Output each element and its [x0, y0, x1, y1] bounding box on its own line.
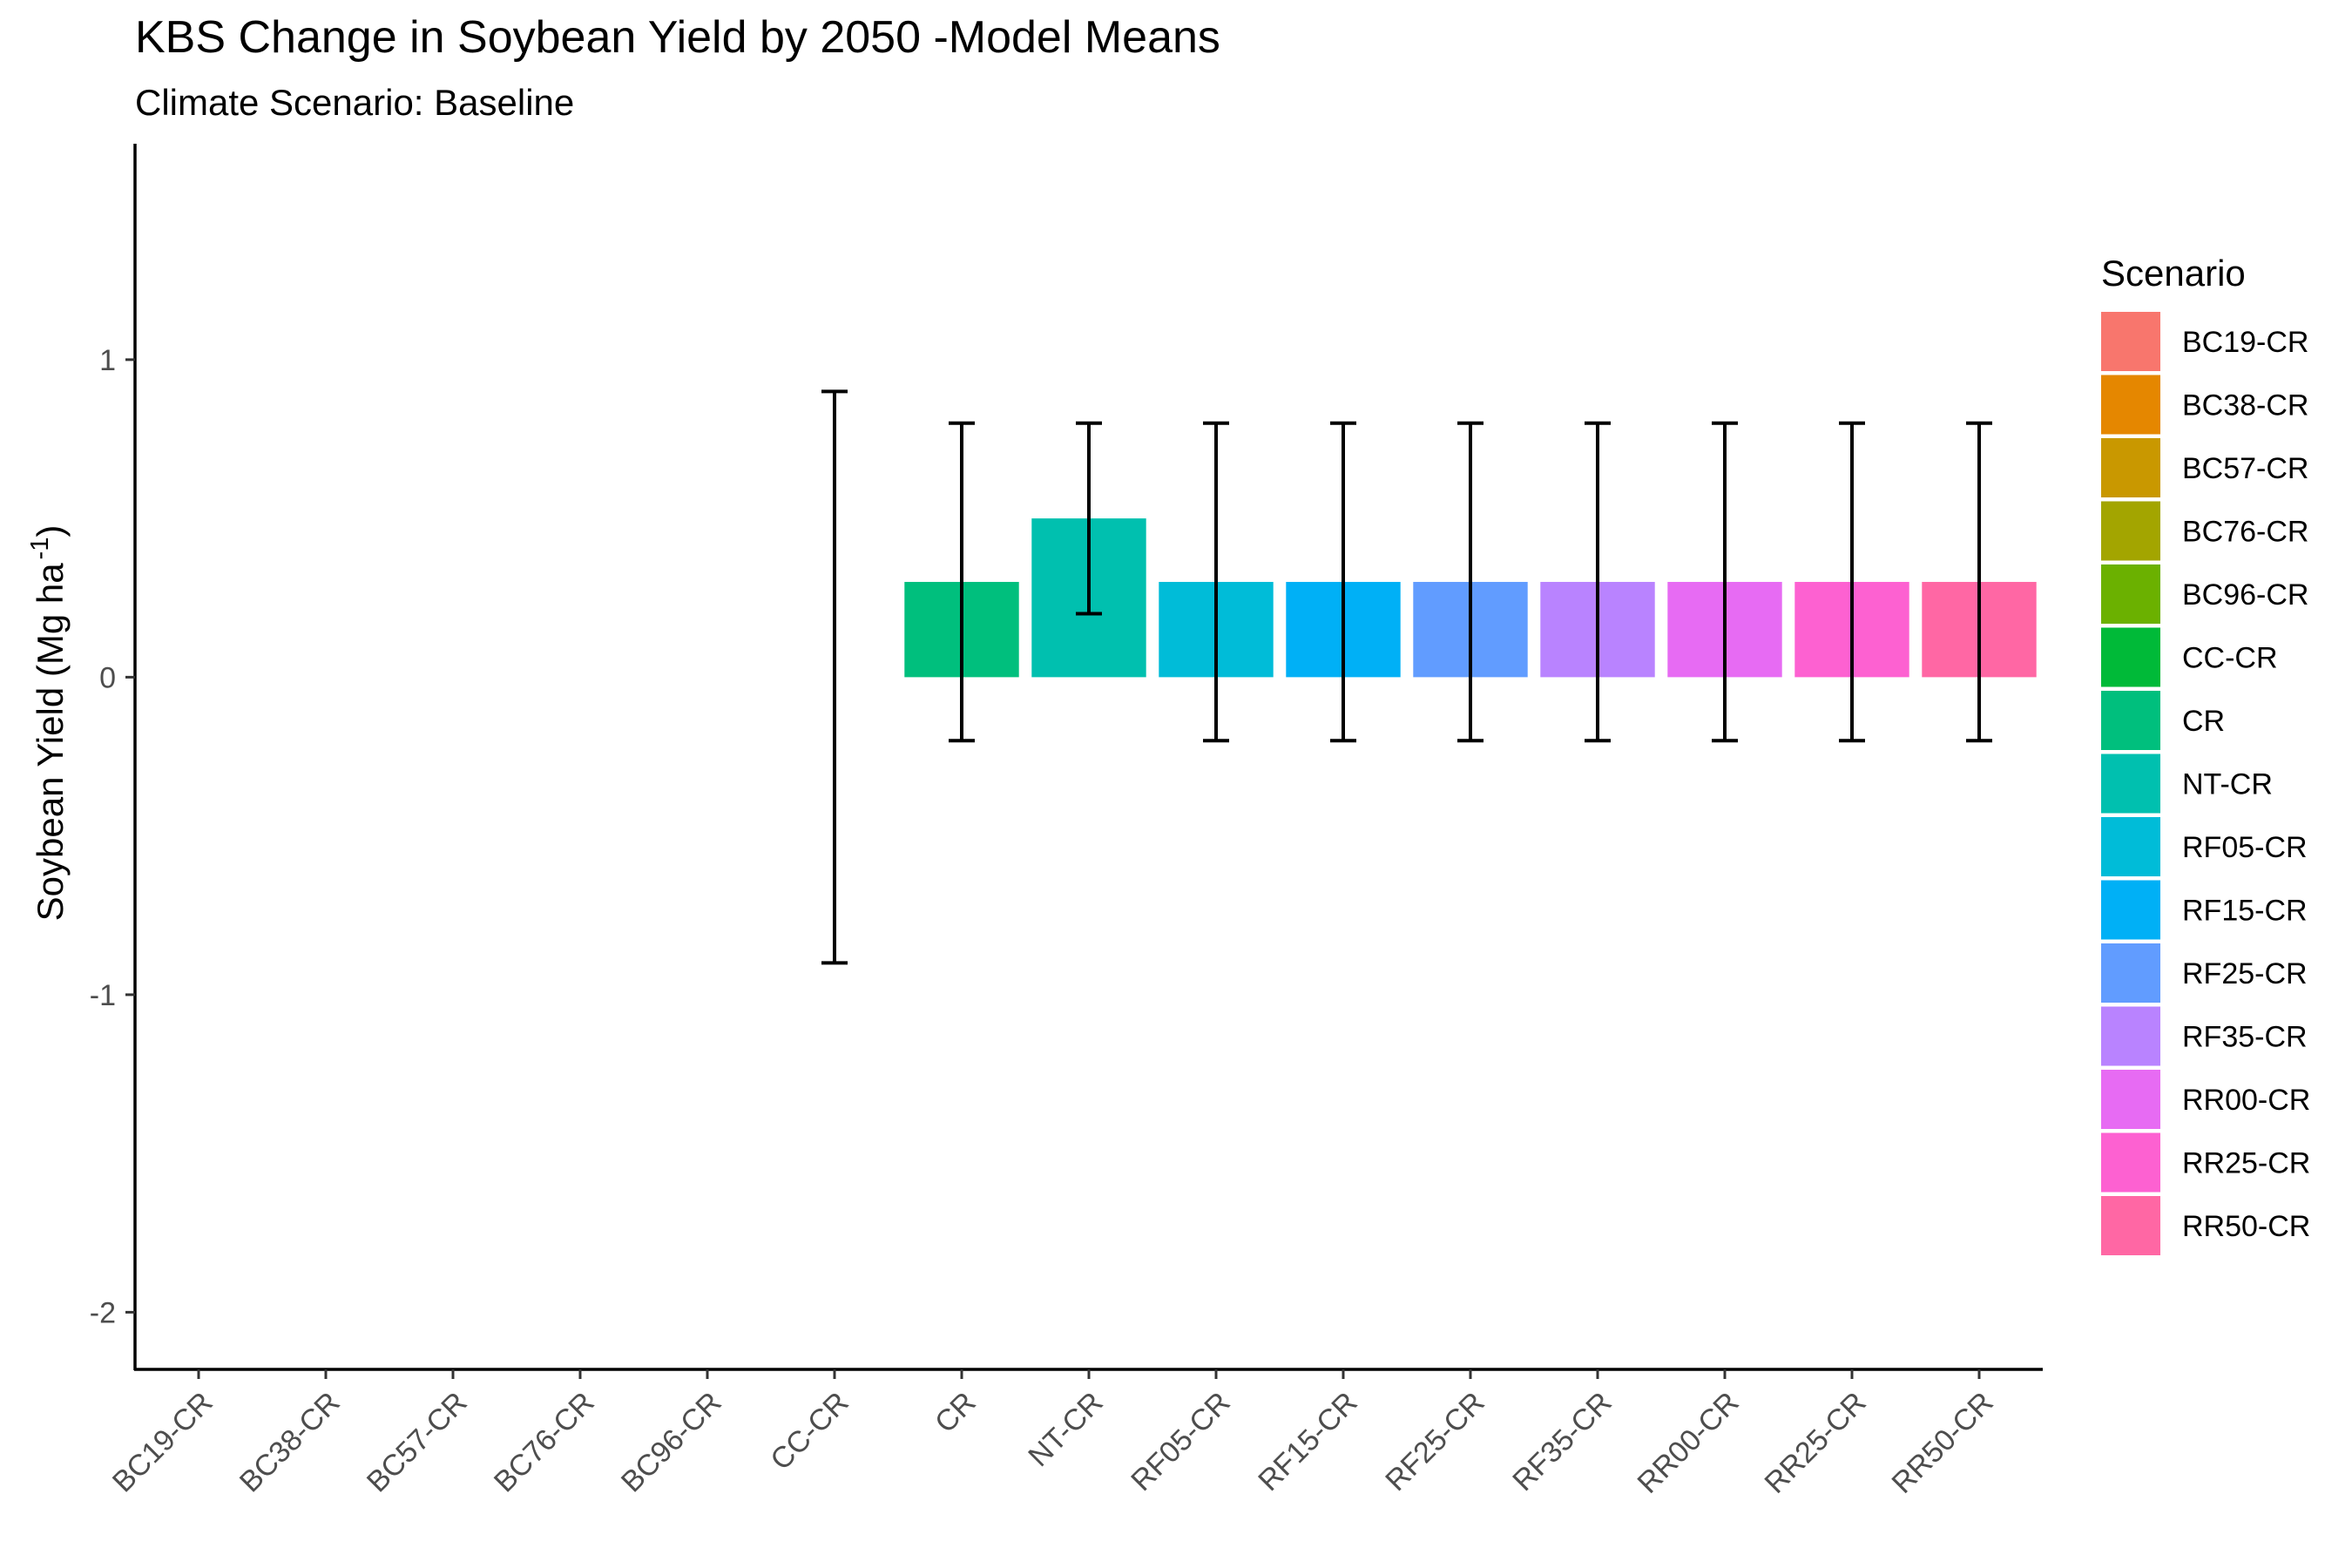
legend-label: RF35-CR	[2182, 1021, 2308, 1054]
x-tick-label: NT-CR	[1022, 1386, 1109, 1473]
legend-key	[2101, 754, 2160, 814]
y-tick-label: 1	[99, 344, 116, 377]
y-tick-label: 0	[99, 661, 116, 694]
y-axis-title-main: Soybean Yield (Mg ha	[30, 563, 71, 922]
x-tick-label: RR25-CR	[1759, 1386, 1873, 1500]
legend-key	[2101, 627, 2160, 687]
legend-label: NT-CR	[2182, 768, 2273, 801]
legend-item: BC57-CR	[2101, 438, 2308, 497]
plot-area	[821, 389, 2037, 965]
axes: 1 0 -1 -2 BC19-CR BC38-CR BC57-CR BC76-CR BC96-C…	[90, 144, 2043, 1500]
x-tick-label: CR	[929, 1386, 983, 1440]
x-tick-label: BC19-CR	[106, 1386, 220, 1499]
error-bar-rr50-cr	[1966, 421, 1992, 743]
y-tick-label: -1	[90, 979, 116, 1012]
legend-title: Scenario	[2101, 253, 2246, 294]
legend-key	[2101, 375, 2160, 435]
x-tick-label: BC38-CR	[233, 1386, 347, 1499]
legend-key	[2101, 1196, 2160, 1255]
error-bar-rr00-cr	[1712, 421, 1738, 743]
legend-label: RF05-CR	[2182, 831, 2308, 864]
legend-item: BC76-CR	[2101, 501, 2308, 561]
legend-item: CR	[2101, 691, 2225, 750]
x-tick-label: CC-CR	[764, 1386, 855, 1477]
legend-item: RF05-CR	[2101, 817, 2308, 876]
x-tick-label: BC76-CR	[488, 1386, 601, 1499]
legend-label: CR	[2182, 705, 2225, 738]
y-tick-label: -2	[90, 1296, 116, 1329]
legend-key	[2101, 1132, 2160, 1193]
error-bar-rf05-cr	[1203, 421, 1229, 743]
legend-item: BC96-CR	[2101, 564, 2308, 624]
x-tick-label: RR50-CR	[1886, 1386, 2000, 1500]
legend: Scenario BC19-CR BC38-CR BC57-CR BC76-CR BC96…	[2101, 253, 2310, 1255]
legend-label: CC-CR	[2182, 642, 2278, 675]
x-tick-label: BC57-CR	[361, 1386, 474, 1499]
error-bar-rf25-cr	[1457, 421, 1484, 743]
legend-key	[2101, 564, 2160, 624]
legend-item: BC38-CR	[2101, 375, 2308, 435]
error-bar-rr25-cr	[1839, 421, 1865, 743]
legend-key	[2101, 1070, 2160, 1129]
legend-item: RF15-CR	[2101, 880, 2308, 940]
legend-item: RF35-CR	[2101, 1006, 2308, 1066]
legend-label: BC38-CR	[2182, 389, 2308, 422]
legend-label: RF25-CR	[2182, 957, 2308, 990]
legend-item: RF25-CR	[2101, 943, 2308, 1003]
legend-item: BC19-CR	[2101, 312, 2308, 371]
x-tick-label: BC96-CR	[615, 1386, 728, 1499]
x-tick-label: RF35-CR	[1506, 1386, 1618, 1497]
error-bar-rf15-cr	[1330, 421, 1356, 743]
y-axis-title-superscript: -1	[26, 537, 54, 560]
legend-label: BC57-CR	[2182, 452, 2308, 485]
x-tick-label: RF05-CR	[1125, 1386, 1236, 1497]
legend-label: RR50-CR	[2182, 1210, 2310, 1243]
error-bar-cr	[949, 421, 975, 743]
legend-label: RF15-CR	[2182, 895, 2308, 928]
y-axis-title: Soybean Yield (Mg ha -1)	[26, 525, 71, 922]
legend-key	[2101, 943, 2160, 1003]
legend-key	[2101, 817, 2160, 876]
legend-item: RR00-CR	[2101, 1070, 2310, 1129]
chart-title: KBS Change in Soybean Yield by 2050 -Mod…	[135, 12, 1220, 63]
legend-label: BC96-CR	[2182, 578, 2308, 612]
legend-label: RR25-CR	[2182, 1147, 2310, 1180]
error-bar-cc-cr	[821, 389, 848, 965]
legend-key	[2101, 880, 2160, 940]
legend-item: RR25-CR	[2101, 1132, 2310, 1193]
legend-key	[2101, 312, 2160, 371]
x-tick-label: RR00-CR	[1632, 1386, 1746, 1500]
x-tick-label: RF15-CR	[1252, 1386, 1363, 1497]
error-bar-rf35-cr	[1585, 421, 1611, 743]
x-tick-label: RF25-CR	[1379, 1386, 1490, 1497]
legend-label: RR00-CR	[2182, 1084, 2310, 1117]
legend-label: BC19-CR	[2182, 326, 2308, 359]
chart-subtitle: Climate Scenario: Baseline	[135, 82, 574, 123]
legend-label: BC76-CR	[2182, 516, 2308, 549]
legend-key	[2101, 691, 2160, 750]
legend-key	[2101, 501, 2160, 561]
legend-item: RR50-CR	[2101, 1196, 2310, 1255]
error-bar-nt-cr	[1076, 421, 1102, 616]
legend-item: CC-CR	[2101, 627, 2278, 687]
y-axis-title-close: )	[30, 525, 71, 537]
legend-key	[2101, 1006, 2160, 1066]
legend-item: NT-CR	[2101, 754, 2273, 814]
legend-key	[2101, 438, 2160, 497]
